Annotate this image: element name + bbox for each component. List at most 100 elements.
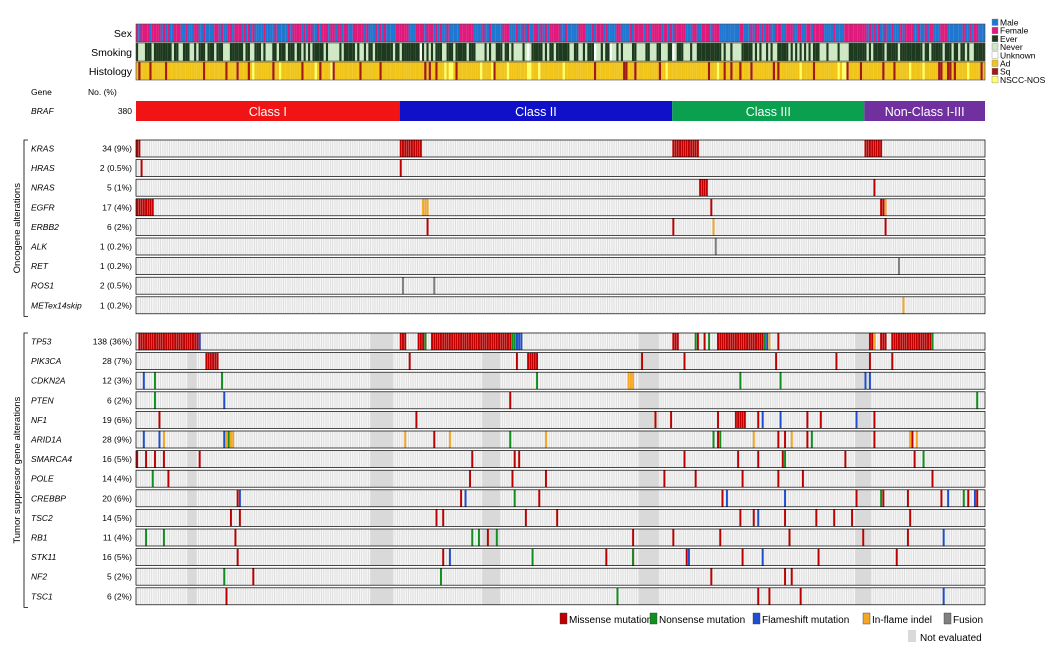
sample-cell (960, 277, 963, 295)
sample-cell (687, 198, 691, 216)
sample-cell (748, 277, 751, 295)
sample-cell (236, 179, 239, 197)
sample-cell (833, 237, 836, 256)
sample-cell (708, 296, 711, 314)
sample-cell (218, 237, 221, 256)
sample-cell (542, 198, 545, 216)
sample-cell (763, 257, 766, 275)
annotation-cell (895, 43, 898, 61)
sample-cell (551, 139, 554, 158)
sample-cell (209, 277, 212, 295)
sample-cell (366, 332, 369, 351)
sample-cell (325, 139, 329, 158)
sample-cell (285, 139, 288, 158)
annotation-cell (171, 43, 175, 61)
sample-cell (352, 296, 355, 314)
sample-cell (254, 179, 257, 197)
sample-cell (214, 139, 217, 158)
sample-cell (276, 332, 279, 351)
sample-cell (504, 159, 507, 177)
gene-label: RET (31, 261, 49, 271)
sample-cell (439, 218, 443, 236)
annotation-cell (779, 43, 782, 61)
sample-cell (370, 139, 373, 158)
annotation-cell (444, 24, 447, 42)
annotation-cell (558, 24, 561, 42)
sample-cell (544, 139, 548, 158)
sample-cell (553, 332, 556, 351)
sample-cell (341, 139, 344, 158)
sample-cell (145, 257, 148, 275)
sample-cell (580, 296, 583, 314)
sample-cell (142, 218, 145, 236)
annotation-cell (667, 62, 671, 80)
annotation-cell (160, 43, 163, 61)
sample-cell (480, 139, 483, 158)
sample-cell (323, 198, 326, 216)
sample-cell (924, 277, 927, 295)
sample-cell (542, 257, 545, 275)
sample-cell (960, 237, 963, 256)
sample-cell (258, 237, 262, 256)
sample-cell (759, 218, 762, 236)
annotation-cell (357, 43, 360, 61)
sample-cell (969, 159, 972, 177)
gene-row-border (135, 276, 986, 295)
sample-cell (716, 139, 720, 158)
sample-cell (634, 332, 637, 351)
sample-cell (299, 198, 302, 216)
indel-mark (426, 198, 429, 216)
annotation-cell (638, 43, 641, 61)
sample-cell (656, 179, 659, 197)
sample-cell (475, 198, 478, 216)
sample-cell (918, 159, 921, 177)
sample-cell (281, 179, 284, 197)
annotation-cell (681, 24, 684, 42)
sample-cell (605, 332, 608, 351)
sample-cell (947, 277, 950, 295)
sample-cell (973, 198, 976, 216)
sample-cell (835, 237, 838, 256)
sample-cell (187, 218, 190, 236)
sample-cell (169, 296, 172, 314)
sample-cell (873, 277, 876, 295)
annotation-cell (741, 24, 744, 42)
sample-cell (761, 277, 764, 295)
sample-cell (973, 159, 976, 177)
annotation-cell (967, 24, 970, 42)
sample-cell (357, 277, 360, 295)
annotation-cell (296, 43, 300, 61)
sample-cell (357, 332, 360, 351)
sample-cell (759, 257, 762, 275)
sample-cell (529, 139, 532, 158)
sample-cell (274, 257, 277, 275)
sample-cell (198, 296, 201, 314)
sample-cell (569, 198, 572, 216)
sample-cell (868, 159, 871, 177)
sample-cell (661, 257, 664, 275)
annotation-legend-swatch (991, 67, 999, 75)
sample-cell (951, 139, 954, 158)
sample-cell (511, 139, 514, 158)
sample-cell (560, 179, 563, 197)
sample-cell (611, 218, 615, 236)
annotation-cell (728, 62, 731, 80)
sample-cell (605, 218, 608, 236)
sample-cell (493, 139, 496, 158)
sample-cell (964, 296, 968, 314)
sample-cell (687, 218, 691, 236)
annotation-cell (241, 43, 244, 61)
annotation-cell (920, 43, 923, 61)
sample-cell (929, 198, 932, 216)
sample-cell (623, 257, 626, 275)
sample-cell (281, 277, 284, 295)
sample-cell (571, 237, 574, 256)
sample-cell (828, 277, 831, 295)
annotation-cell (464, 62, 467, 80)
sample-cell (594, 277, 597, 295)
annotation-cell (428, 43, 431, 61)
sample-cell (415, 277, 418, 295)
sample-cell (848, 237, 851, 256)
annotation-cell (819, 24, 822, 42)
sample-cell (460, 139, 463, 158)
